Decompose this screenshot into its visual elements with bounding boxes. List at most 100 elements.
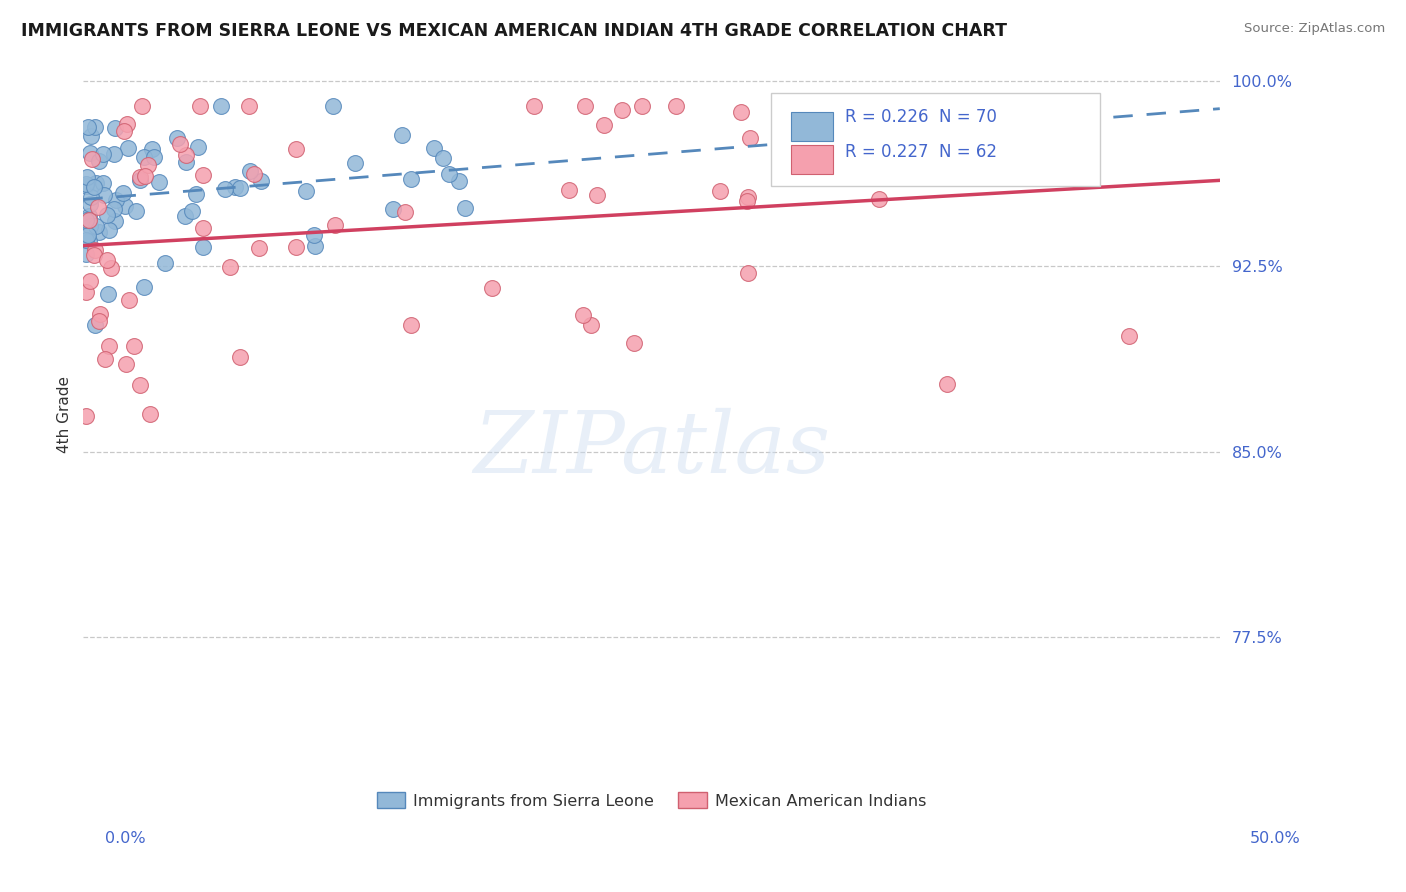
Point xyxy=(574,98,596,112)
Text: Source: ZipAtlas.com: Source: ZipAtlas.com xyxy=(1244,22,1385,36)
Point xyxy=(209,98,232,112)
FancyBboxPatch shape xyxy=(770,93,1101,186)
Point xyxy=(79,146,101,161)
Point xyxy=(224,179,246,194)
Point xyxy=(129,377,152,392)
Point xyxy=(84,219,107,233)
Point xyxy=(83,248,105,262)
Point xyxy=(136,158,159,172)
Point xyxy=(112,124,135,138)
Point xyxy=(89,225,111,239)
Point xyxy=(214,182,236,196)
Point xyxy=(166,131,188,145)
Point xyxy=(77,212,100,227)
Point xyxy=(87,200,110,214)
Point xyxy=(174,148,197,162)
Point xyxy=(302,227,325,242)
Point xyxy=(437,167,460,181)
Point xyxy=(129,170,152,185)
Point xyxy=(247,241,270,255)
Point xyxy=(737,266,759,280)
Point xyxy=(114,199,136,213)
Point xyxy=(84,318,107,332)
Point xyxy=(382,202,405,217)
Y-axis label: 4th Grade: 4th Grade xyxy=(58,376,72,453)
Point xyxy=(228,180,250,194)
Point xyxy=(139,407,162,421)
Point xyxy=(80,189,103,203)
Point xyxy=(103,202,125,216)
Point xyxy=(191,220,214,235)
Point xyxy=(343,155,366,169)
Point xyxy=(83,179,105,194)
Point xyxy=(143,150,166,164)
FancyBboxPatch shape xyxy=(792,145,834,174)
Point xyxy=(239,164,262,178)
Point xyxy=(115,117,138,131)
Point xyxy=(89,307,111,321)
Point xyxy=(77,234,100,248)
Point xyxy=(481,281,503,295)
Point xyxy=(148,175,170,189)
Point xyxy=(84,176,107,190)
Point xyxy=(84,243,107,257)
Point xyxy=(75,247,97,261)
Point xyxy=(454,201,477,215)
Point xyxy=(134,280,156,294)
Point xyxy=(80,153,103,167)
Text: 50.0%: 50.0% xyxy=(1250,831,1301,846)
Point xyxy=(128,173,150,187)
Point xyxy=(391,128,413,142)
Point xyxy=(77,120,100,134)
Point xyxy=(91,176,114,190)
Point xyxy=(523,98,546,112)
Point xyxy=(75,213,97,227)
Point xyxy=(868,193,890,207)
Point xyxy=(97,286,120,301)
Point xyxy=(936,376,959,391)
Point xyxy=(141,141,163,155)
Point xyxy=(87,153,110,168)
Point xyxy=(169,136,191,151)
Point xyxy=(572,308,595,322)
Point xyxy=(103,147,125,161)
Point xyxy=(93,188,115,202)
Point xyxy=(76,227,98,242)
Point xyxy=(586,188,609,202)
Point xyxy=(401,171,423,186)
Point xyxy=(94,352,117,367)
Text: R = 0.226  N = 70: R = 0.226 N = 70 xyxy=(845,108,997,126)
Point xyxy=(285,142,308,156)
Point xyxy=(184,187,207,202)
Point xyxy=(449,174,471,188)
Point xyxy=(134,169,156,184)
Point xyxy=(96,208,118,222)
Point xyxy=(77,209,100,223)
Point xyxy=(322,98,344,112)
Point xyxy=(238,98,260,112)
Point xyxy=(75,178,97,193)
Point xyxy=(117,141,139,155)
Text: 0.0%: 0.0% xyxy=(105,831,146,846)
Point xyxy=(75,409,97,423)
Point xyxy=(115,357,138,371)
Point xyxy=(284,240,307,254)
Point xyxy=(558,183,581,197)
Point xyxy=(219,260,242,274)
Point xyxy=(79,219,101,233)
Text: R = 0.227  N = 62: R = 0.227 N = 62 xyxy=(845,144,997,161)
Point xyxy=(1118,329,1140,343)
Point xyxy=(432,151,454,165)
Point xyxy=(243,167,266,181)
Point xyxy=(174,155,197,169)
Point xyxy=(80,129,103,144)
Point xyxy=(98,339,121,353)
Point xyxy=(100,260,122,275)
Point xyxy=(593,118,616,132)
Point xyxy=(104,193,127,207)
Point xyxy=(399,318,422,333)
Point xyxy=(738,131,761,145)
Point xyxy=(125,203,148,218)
Point xyxy=(131,98,153,112)
Text: IMMIGRANTS FROM SIERRA LEONE VS MEXICAN AMERICAN INDIAN 4TH GRADE CORRELATION CH: IMMIGRANTS FROM SIERRA LEONE VS MEXICAN … xyxy=(21,22,1007,40)
